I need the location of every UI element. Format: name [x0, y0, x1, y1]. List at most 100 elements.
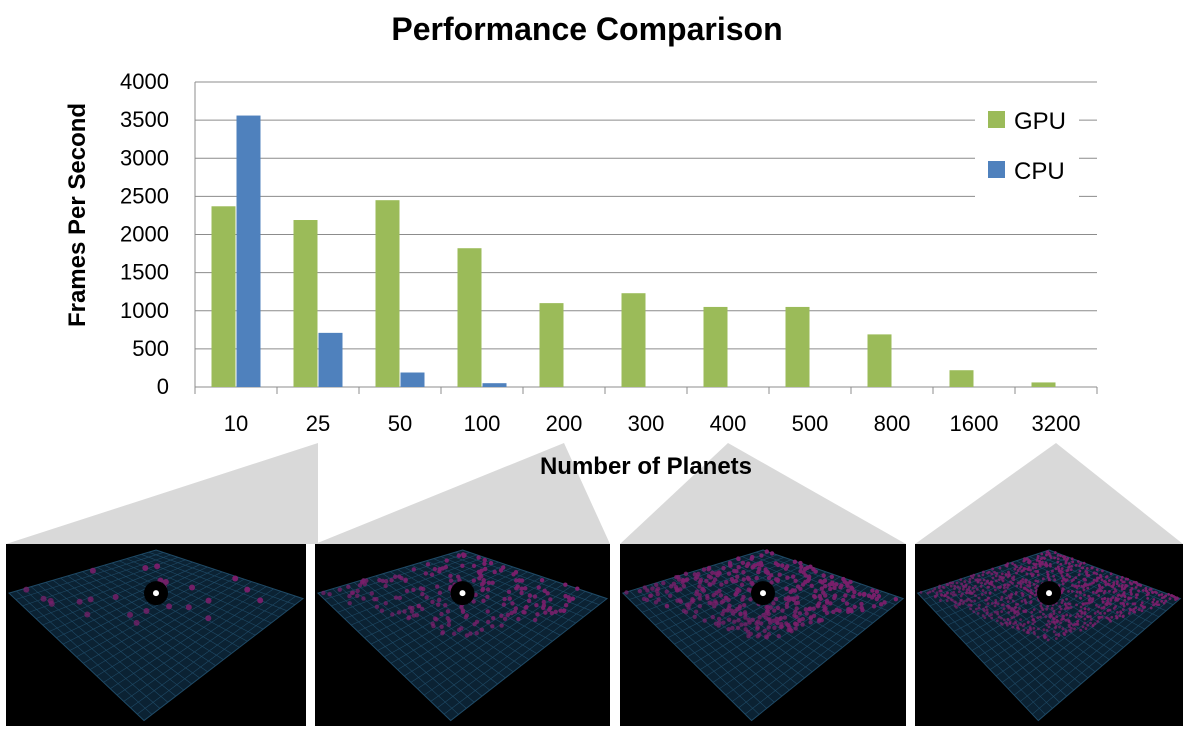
planet [1139, 584, 1143, 587]
planet [710, 570, 715, 576]
planet [1167, 592, 1170, 596]
planet [1053, 578, 1057, 582]
planet [697, 584, 702, 589]
planet [1132, 607, 1136, 611]
planet [1125, 584, 1129, 588]
planet [1114, 605, 1118, 608]
planet [133, 619, 140, 626]
y-tick-label: 3500 [120, 107, 169, 132]
planet [402, 609, 407, 614]
planet [1067, 619, 1071, 623]
planet [392, 574, 398, 579]
planet [1083, 593, 1086, 597]
planet [697, 603, 703, 609]
planet [379, 608, 385, 613]
planet [1069, 622, 1073, 625]
planet [793, 626, 798, 631]
planet [743, 615, 748, 620]
planet [471, 563, 477, 569]
planet [1069, 605, 1073, 609]
planet [789, 596, 795, 601]
planet [444, 558, 449, 563]
planet [1008, 621, 1012, 625]
planet [990, 601, 994, 605]
planet [1019, 565, 1023, 569]
x-tick-label: 10 [224, 411, 248, 436]
planet [974, 607, 978, 611]
planet [1011, 577, 1014, 580]
planet [642, 585, 648, 590]
planet [411, 567, 417, 572]
planet [1134, 581, 1138, 584]
planet [397, 595, 403, 601]
planet [1122, 602, 1125, 606]
planet [839, 583, 844, 588]
planet [1064, 630, 1068, 634]
grid-line [1020, 591, 1161, 702]
planet [697, 596, 703, 601]
planet [777, 572, 782, 577]
planet [1060, 579, 1064, 583]
planet [1035, 570, 1039, 573]
planet [1039, 615, 1042, 619]
planet [746, 633, 751, 639]
planet [808, 564, 813, 569]
planet [437, 590, 443, 595]
planet [726, 626, 731, 632]
bar-gpu-300 [621, 293, 646, 387]
grid-line [443, 595, 601, 715]
planet [1040, 560, 1044, 564]
planet [1109, 619, 1113, 623]
planet [522, 610, 527, 615]
planet [1144, 589, 1148, 593]
planet [683, 578, 689, 583]
planet [851, 594, 856, 599]
planet [694, 589, 700, 594]
planet [1073, 622, 1077, 626]
planet [523, 586, 528, 591]
grid-line [664, 579, 798, 685]
planet [383, 583, 388, 589]
planet [439, 624, 444, 629]
planet [1054, 633, 1058, 637]
planet [667, 593, 673, 599]
bar-gpu-500 [785, 306, 810, 387]
planet [1016, 581, 1020, 585]
planet [549, 610, 555, 616]
y-tick-label: 500 [132, 336, 169, 361]
planet [1067, 606, 1071, 610]
planet [485, 619, 491, 625]
planet [984, 591, 988, 595]
planet [1042, 628, 1046, 632]
planet [1110, 584, 1114, 588]
planet [754, 575, 759, 581]
planet [1126, 577, 1130, 581]
planet [692, 614, 697, 619]
planet [985, 580, 989, 584]
planet [834, 607, 839, 613]
planet [808, 620, 813, 625]
planet [822, 583, 828, 589]
planet [1083, 578, 1087, 582]
planet [739, 582, 745, 587]
planet [726, 617, 732, 622]
planet [1056, 557, 1060, 561]
planet [1075, 586, 1079, 589]
grid-line [423, 588, 579, 696]
planet [1061, 627, 1065, 630]
planet [1010, 616, 1014, 620]
planet [347, 593, 352, 599]
planet [1052, 630, 1056, 634]
planet [968, 585, 971, 589]
planet [1026, 621, 1030, 624]
grid-line [629, 590, 760, 715]
planet [1006, 583, 1010, 586]
planet [800, 582, 806, 587]
planet [671, 581, 677, 587]
planet [244, 586, 251, 593]
planet [953, 587, 956, 591]
planet [993, 610, 997, 614]
planet [1078, 564, 1082, 567]
planet [986, 610, 989, 614]
planet [232, 575, 239, 582]
